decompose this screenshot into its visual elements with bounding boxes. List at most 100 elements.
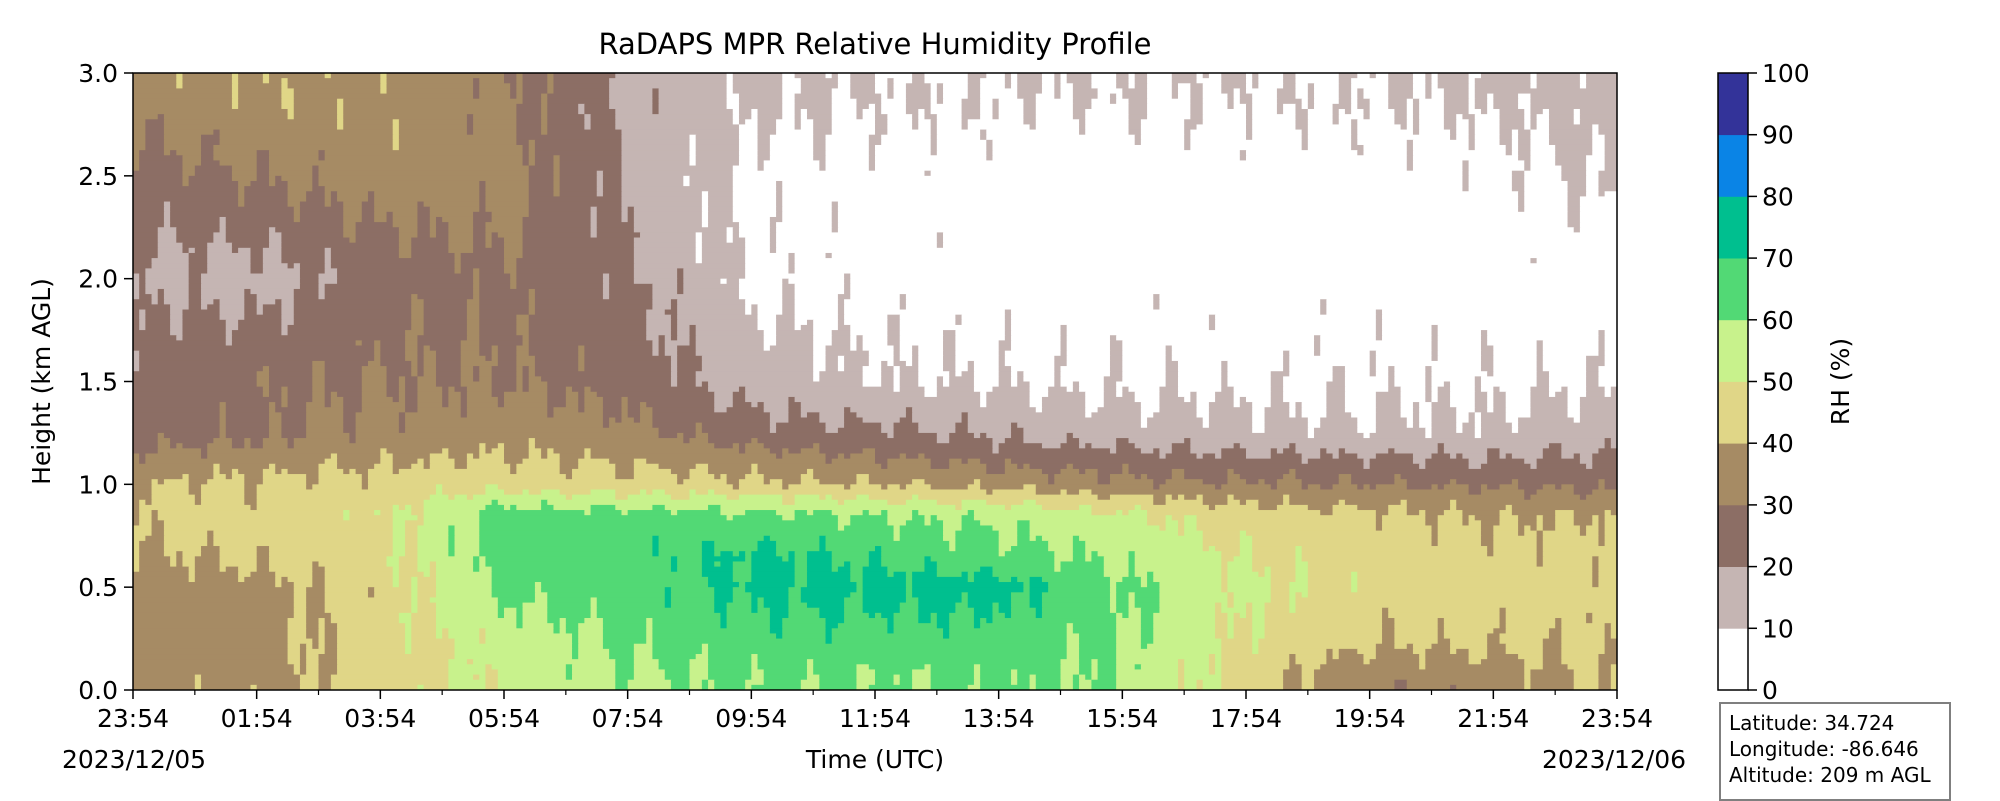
rh-cell bbox=[701, 237, 728, 244]
rh-cell bbox=[670, 304, 678, 311]
rh-cell bbox=[1276, 504, 1309, 511]
rh-cell bbox=[720, 612, 728, 619]
rh-cell bbox=[1443, 124, 1457, 131]
rh-cell bbox=[1487, 458, 1525, 465]
rh-cell bbox=[602, 180, 623, 187]
rh-cell bbox=[417, 201, 425, 208]
rh-cell bbox=[1246, 124, 1253, 131]
rh-cell bbox=[306, 417, 344, 424]
rh-cell bbox=[306, 607, 326, 614]
rh-cell bbox=[1567, 412, 1581, 419]
rh-cell bbox=[522, 340, 530, 347]
rh-cell bbox=[806, 566, 833, 573]
rh-cell bbox=[1357, 73, 1371, 79]
rh-cell bbox=[1536, 119, 1550, 126]
rh-cell bbox=[961, 98, 981, 105]
rh-cell bbox=[1227, 618, 1235, 624]
rh-cell bbox=[912, 114, 919, 120]
rh-cell bbox=[1165, 381, 1179, 388]
rh-cell bbox=[1072, 432, 1309, 439]
rh-cell bbox=[1202, 494, 1229, 501]
rh-cell bbox=[256, 566, 270, 573]
rh-cell bbox=[584, 360, 672, 367]
rh-cell bbox=[973, 366, 1000, 372]
rh-cell bbox=[825, 453, 839, 460]
rh-cell bbox=[491, 345, 499, 352]
rh-cell bbox=[850, 592, 864, 599]
rh-cell bbox=[306, 484, 313, 491]
rh-cell bbox=[1153, 638, 1222, 645]
rh-cell bbox=[417, 561, 431, 568]
rh-cell bbox=[151, 515, 159, 521]
rh-cell bbox=[1344, 381, 1389, 388]
rh-cell bbox=[1480, 463, 1532, 470]
rh-cell bbox=[875, 103, 882, 110]
rh-cell bbox=[201, 278, 301, 285]
rh-cell bbox=[1054, 73, 1062, 79]
rh-cell bbox=[1004, 438, 1024, 444]
rh-cell bbox=[918, 597, 963, 604]
rh-cell bbox=[547, 88, 555, 95]
rh-cell bbox=[998, 350, 1006, 357]
rh-cell bbox=[479, 88, 511, 95]
rh-cell bbox=[1307, 108, 1334, 115]
rh-cell bbox=[1134, 551, 1222, 557]
rh-cell bbox=[881, 366, 895, 372]
rh-cell bbox=[1289, 355, 1371, 362]
rh-cell bbox=[670, 592, 715, 599]
rh-cell bbox=[423, 458, 431, 465]
rh-cell bbox=[473, 232, 487, 239]
rh-cell bbox=[460, 340, 480, 347]
rh-cell bbox=[973, 571, 994, 578]
rh-cell bbox=[133, 144, 146, 151]
rh-cell bbox=[417, 294, 474, 300]
rh-cell bbox=[312, 175, 320, 182]
rh-cell bbox=[912, 510, 919, 516]
rh-cell bbox=[831, 216, 839, 223]
rh-cell bbox=[343, 103, 517, 110]
rh-cell bbox=[262, 366, 270, 372]
rh-cell bbox=[1060, 93, 1074, 100]
rh-cell bbox=[875, 453, 901, 460]
rh-cell bbox=[782, 309, 796, 316]
rh-cell bbox=[1227, 499, 1241, 506]
rh-cell bbox=[417, 407, 462, 413]
rh-cell bbox=[1060, 88, 1074, 95]
rh-cell bbox=[1270, 576, 1297, 583]
rh-cell bbox=[584, 350, 653, 357]
rh-cell bbox=[831, 494, 858, 501]
rh-cell bbox=[670, 494, 691, 501]
rh-cell bbox=[1258, 78, 1284, 84]
rh-cell bbox=[1598, 448, 1617, 455]
rh-cell bbox=[1252, 566, 1266, 573]
rh-cell bbox=[609, 654, 635, 660]
rh-cell bbox=[231, 83, 239, 90]
rh-cell bbox=[330, 391, 338, 398]
rh-cell bbox=[590, 119, 616, 126]
rh-cell bbox=[776, 314, 796, 321]
rh-cell bbox=[1332, 453, 1340, 460]
rh-cell bbox=[1283, 350, 1290, 357]
rh-cell bbox=[633, 643, 653, 650]
rh-cell bbox=[1351, 571, 1358, 578]
rh-cell bbox=[281, 319, 295, 326]
rh-cell bbox=[133, 515, 140, 521]
rh-cell bbox=[1190, 108, 1204, 115]
rh-cell bbox=[1252, 407, 1266, 413]
rh-cell bbox=[708, 463, 752, 470]
rh-cell bbox=[497, 360, 517, 367]
rh-cell bbox=[1524, 530, 1538, 537]
rh-cell bbox=[504, 73, 517, 79]
rh-cell bbox=[405, 504, 412, 511]
rh-cell bbox=[405, 427, 660, 434]
rh-cell bbox=[1004, 468, 1043, 475]
rh-cell bbox=[1159, 602, 1216, 609]
rh-cell bbox=[479, 299, 530, 305]
rh-cell bbox=[429, 216, 437, 223]
rh-cell bbox=[751, 602, 759, 609]
rh-cell bbox=[133, 448, 159, 455]
rh-cell bbox=[992, 525, 1018, 532]
rh-cell bbox=[1604, 386, 1612, 393]
rh-cell bbox=[1499, 520, 1519, 527]
rh-cell bbox=[1159, 587, 1222, 593]
